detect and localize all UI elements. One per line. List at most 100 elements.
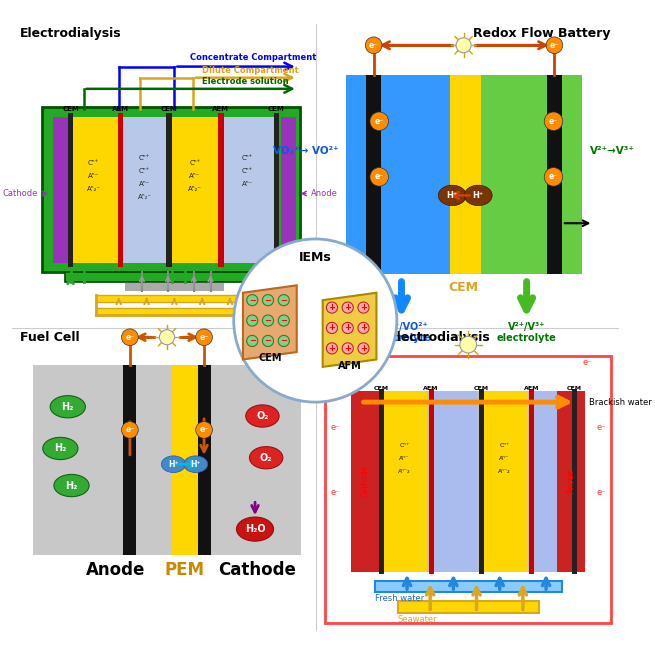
Circle shape <box>326 343 337 354</box>
Text: +: + <box>328 324 335 333</box>
Text: O₂: O₂ <box>256 411 269 421</box>
Circle shape <box>544 112 563 130</box>
Text: Seawater: Seawater <box>398 615 438 624</box>
Ellipse shape <box>183 456 208 472</box>
Text: −: − <box>249 316 255 325</box>
Text: Aⁿ⁻: Aⁿ⁻ <box>499 456 510 460</box>
Text: +: + <box>345 344 351 353</box>
Text: Brackish water: Brackish water <box>589 398 652 407</box>
Circle shape <box>247 335 258 346</box>
Text: H₂: H₂ <box>66 481 78 491</box>
Text: O₂: O₂ <box>260 453 272 462</box>
Circle shape <box>342 322 353 333</box>
Bar <box>96 295 244 302</box>
Circle shape <box>460 336 477 353</box>
Text: Aⁿ⁻₂: Aⁿ⁻₂ <box>498 468 511 474</box>
Text: AEM: AEM <box>423 386 439 391</box>
Bar <box>33 365 301 555</box>
Bar <box>381 391 428 572</box>
Text: Cⁿ⁺: Cⁿ⁺ <box>139 168 151 174</box>
Text: e⁻: e⁻ <box>199 333 209 342</box>
Text: CEM: CEM <box>474 386 489 391</box>
Circle shape <box>159 329 174 345</box>
Text: Anode: Anode <box>567 469 576 493</box>
Text: Aⁿ⁻: Aⁿ⁻ <box>399 456 409 460</box>
Text: e⁻: e⁻ <box>330 488 340 496</box>
Bar <box>366 75 381 274</box>
Circle shape <box>326 302 337 313</box>
Text: Cⁿ⁺: Cⁿ⁺ <box>499 443 510 447</box>
Text: Anode: Anode <box>86 561 145 580</box>
Text: electrolyte: electrolyte <box>496 333 557 343</box>
Bar <box>531 391 573 572</box>
Text: Dilute Compartment: Dilute Compartment <box>202 66 299 75</box>
Text: +: + <box>360 303 367 312</box>
Text: Cⁿ⁺: Cⁿ⁺ <box>242 155 253 161</box>
Bar <box>118 113 123 267</box>
Bar <box>557 391 585 572</box>
Circle shape <box>546 37 563 54</box>
Text: −: − <box>265 316 272 325</box>
Bar <box>96 308 244 315</box>
Circle shape <box>342 343 353 354</box>
Circle shape <box>358 343 369 354</box>
Text: Fresh water: Fresh water <box>375 594 424 603</box>
Text: H₂: H₂ <box>54 443 67 453</box>
Circle shape <box>196 422 212 438</box>
Ellipse shape <box>54 474 89 496</box>
Text: e⁻: e⁻ <box>375 172 384 181</box>
Text: Cⁿ⁺: Cⁿ⁺ <box>189 160 200 166</box>
Bar <box>166 113 172 267</box>
Text: Aⁿ⁻: Aⁿ⁻ <box>139 181 151 187</box>
Bar <box>481 391 527 572</box>
Text: Cⁿ⁺: Cⁿ⁺ <box>399 443 409 447</box>
Circle shape <box>370 168 388 186</box>
Circle shape <box>278 335 290 346</box>
Text: AEM: AEM <box>112 106 129 112</box>
Circle shape <box>234 239 397 402</box>
Ellipse shape <box>161 456 185 472</box>
Circle shape <box>370 112 388 130</box>
Text: AFM: AFM <box>338 361 362 371</box>
Circle shape <box>263 335 274 346</box>
Text: +: + <box>328 303 335 312</box>
Text: e⁻: e⁻ <box>369 41 379 50</box>
Text: e⁻: e⁻ <box>549 117 558 126</box>
Text: Aⁿ⁻: Aⁿ⁻ <box>242 181 253 187</box>
Bar <box>379 389 384 574</box>
Circle shape <box>358 322 369 333</box>
Circle shape <box>122 422 138 438</box>
Bar <box>481 75 582 274</box>
Bar <box>398 601 538 612</box>
Text: e⁻: e⁻ <box>125 426 134 434</box>
Text: Aⁿ₂⁻: Aⁿ₂⁻ <box>86 186 101 192</box>
Ellipse shape <box>438 185 466 206</box>
Text: Concentrate Compartment: Concentrate Compartment <box>190 53 316 62</box>
Bar <box>346 75 450 274</box>
Text: CEM: CEM <box>62 106 79 112</box>
Bar <box>170 117 218 263</box>
Polygon shape <box>323 293 377 367</box>
Text: e⁻: e⁻ <box>597 488 607 496</box>
Text: H⁺: H⁺ <box>447 191 458 200</box>
Circle shape <box>365 37 382 54</box>
Text: +: + <box>345 324 351 333</box>
Text: CEM: CEM <box>567 386 582 391</box>
Text: H₂: H₂ <box>62 402 74 412</box>
Text: e⁻: e⁻ <box>550 41 559 50</box>
Bar <box>429 389 434 574</box>
Bar <box>274 113 279 267</box>
Text: +: + <box>345 303 351 312</box>
Bar <box>529 389 534 574</box>
Bar <box>172 365 198 555</box>
Bar <box>67 113 73 267</box>
Text: −: − <box>280 337 288 345</box>
Circle shape <box>544 168 563 186</box>
Text: +: + <box>360 324 367 333</box>
Text: IEMs: IEMs <box>299 251 331 264</box>
Circle shape <box>326 322 337 333</box>
Bar <box>221 117 277 263</box>
Circle shape <box>456 38 471 53</box>
Bar <box>42 107 299 272</box>
Text: −: − <box>249 295 255 305</box>
